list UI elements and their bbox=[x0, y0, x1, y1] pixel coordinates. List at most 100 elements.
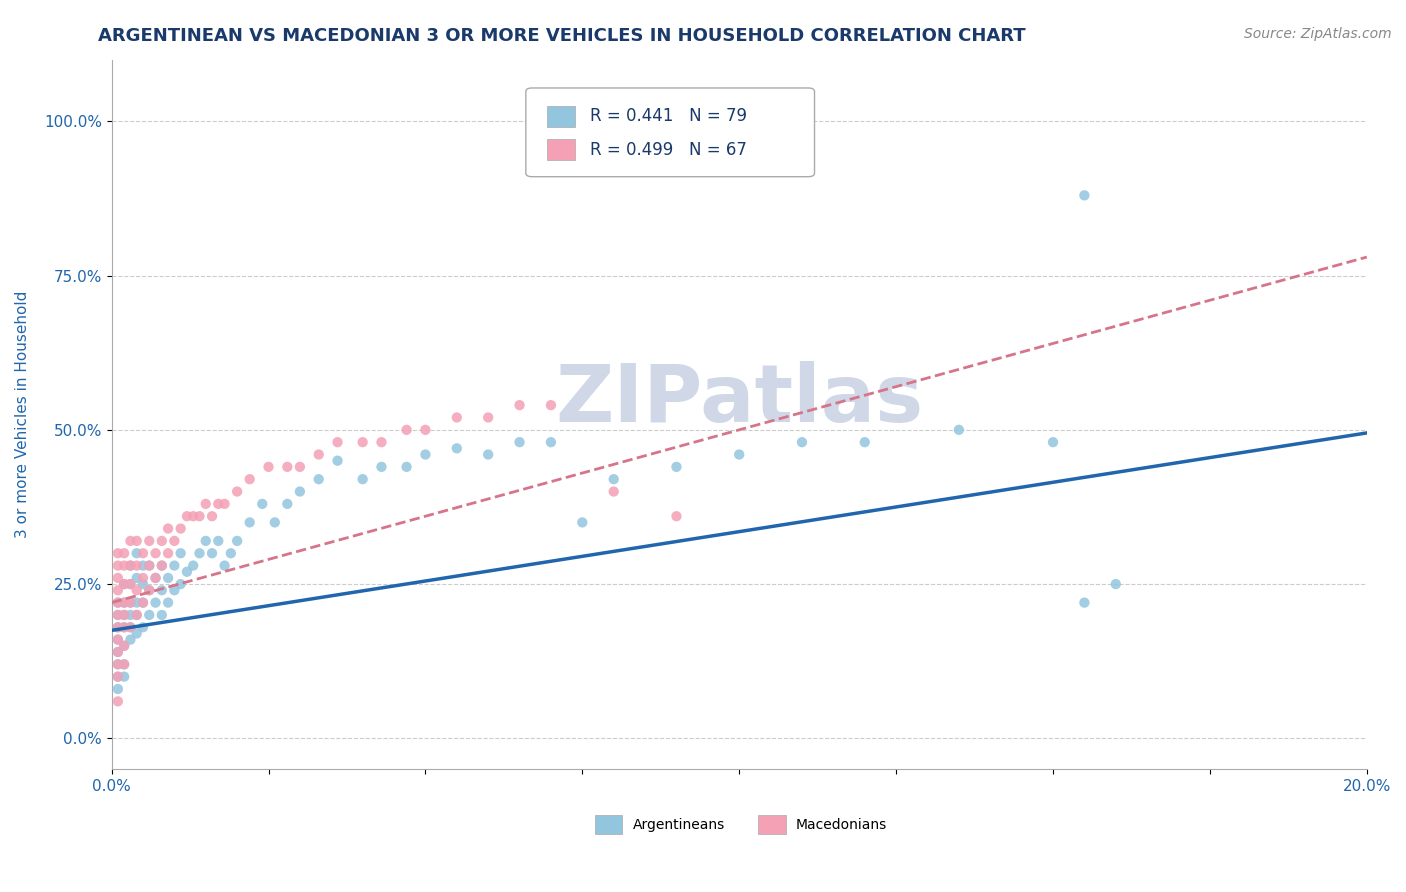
Point bbox=[157, 522, 180, 536]
Point bbox=[201, 546, 224, 560]
Point bbox=[132, 596, 155, 610]
Point bbox=[509, 435, 531, 450]
Point bbox=[120, 607, 142, 622]
Point bbox=[120, 620, 142, 634]
Point bbox=[446, 410, 468, 425]
Point bbox=[395, 459, 418, 474]
Point bbox=[107, 657, 129, 672]
Point bbox=[157, 546, 180, 560]
Point bbox=[125, 533, 148, 548]
Point bbox=[1042, 435, 1064, 450]
Point bbox=[125, 558, 148, 573]
Point bbox=[288, 459, 311, 474]
Point bbox=[112, 607, 135, 622]
Point bbox=[150, 533, 173, 548]
Point bbox=[207, 533, 229, 548]
Point bbox=[326, 435, 349, 450]
Point bbox=[120, 596, 142, 610]
Point bbox=[112, 596, 135, 610]
Point bbox=[107, 620, 129, 634]
Point bbox=[540, 398, 562, 412]
Point bbox=[125, 596, 148, 610]
Point bbox=[219, 546, 242, 560]
Point bbox=[138, 583, 160, 598]
Point bbox=[239, 516, 262, 530]
Text: R = 0.441   N = 79: R = 0.441 N = 79 bbox=[591, 107, 747, 126]
Point bbox=[107, 681, 129, 696]
Point bbox=[665, 509, 688, 524]
Point bbox=[150, 607, 173, 622]
Text: Source: ZipAtlas.com: Source: ZipAtlas.com bbox=[1244, 27, 1392, 41]
Point bbox=[112, 670, 135, 684]
Point bbox=[120, 632, 142, 647]
Point bbox=[120, 596, 142, 610]
Text: R = 0.499   N = 67: R = 0.499 N = 67 bbox=[591, 141, 747, 159]
Point bbox=[125, 607, 148, 622]
Point bbox=[352, 472, 374, 486]
FancyBboxPatch shape bbox=[547, 106, 575, 127]
Point bbox=[107, 571, 129, 585]
Point bbox=[138, 583, 160, 598]
Point bbox=[120, 620, 142, 634]
Point bbox=[370, 435, 392, 450]
Point bbox=[207, 497, 229, 511]
Point bbox=[132, 558, 155, 573]
Point bbox=[157, 571, 180, 585]
Point bbox=[308, 448, 330, 462]
Point bbox=[257, 459, 280, 474]
Point bbox=[107, 670, 129, 684]
Point bbox=[145, 596, 167, 610]
Point bbox=[602, 484, 624, 499]
Point bbox=[107, 558, 129, 573]
Point bbox=[446, 442, 468, 456]
Point bbox=[477, 448, 499, 462]
Point bbox=[169, 546, 191, 560]
Point bbox=[112, 546, 135, 560]
Point bbox=[112, 577, 135, 591]
Point bbox=[415, 448, 437, 462]
Point bbox=[112, 577, 135, 591]
Point bbox=[150, 558, 173, 573]
Point bbox=[112, 657, 135, 672]
Point bbox=[112, 620, 135, 634]
Point bbox=[352, 435, 374, 450]
Point bbox=[181, 558, 204, 573]
Point bbox=[107, 596, 129, 610]
Text: Macedonians: Macedonians bbox=[796, 818, 887, 831]
Point bbox=[163, 583, 186, 598]
Point bbox=[107, 694, 129, 708]
Point bbox=[263, 516, 285, 530]
Point bbox=[853, 435, 876, 450]
Point bbox=[1073, 188, 1095, 202]
Point bbox=[112, 639, 135, 653]
Point bbox=[665, 459, 688, 474]
Point bbox=[169, 522, 191, 536]
Point bbox=[125, 626, 148, 640]
Point bbox=[276, 459, 298, 474]
Point bbox=[138, 558, 160, 573]
Point bbox=[169, 577, 191, 591]
FancyBboxPatch shape bbox=[526, 88, 814, 177]
Point bbox=[107, 620, 129, 634]
Point bbox=[226, 533, 249, 548]
Point bbox=[252, 497, 274, 511]
Point bbox=[120, 577, 142, 591]
Point bbox=[125, 583, 148, 598]
Point bbox=[107, 607, 129, 622]
Point bbox=[728, 448, 751, 462]
Point bbox=[112, 558, 135, 573]
Point bbox=[120, 533, 142, 548]
Point bbox=[125, 571, 148, 585]
Text: ZIPatlas: ZIPatlas bbox=[555, 361, 924, 439]
Point bbox=[194, 497, 217, 511]
Point bbox=[214, 558, 236, 573]
Point bbox=[163, 558, 186, 573]
Point bbox=[107, 645, 129, 659]
Point bbox=[540, 435, 562, 450]
Point bbox=[188, 546, 211, 560]
Point bbox=[120, 577, 142, 591]
Point bbox=[288, 484, 311, 499]
Point bbox=[138, 533, 160, 548]
Point bbox=[145, 546, 167, 560]
Point bbox=[112, 596, 135, 610]
